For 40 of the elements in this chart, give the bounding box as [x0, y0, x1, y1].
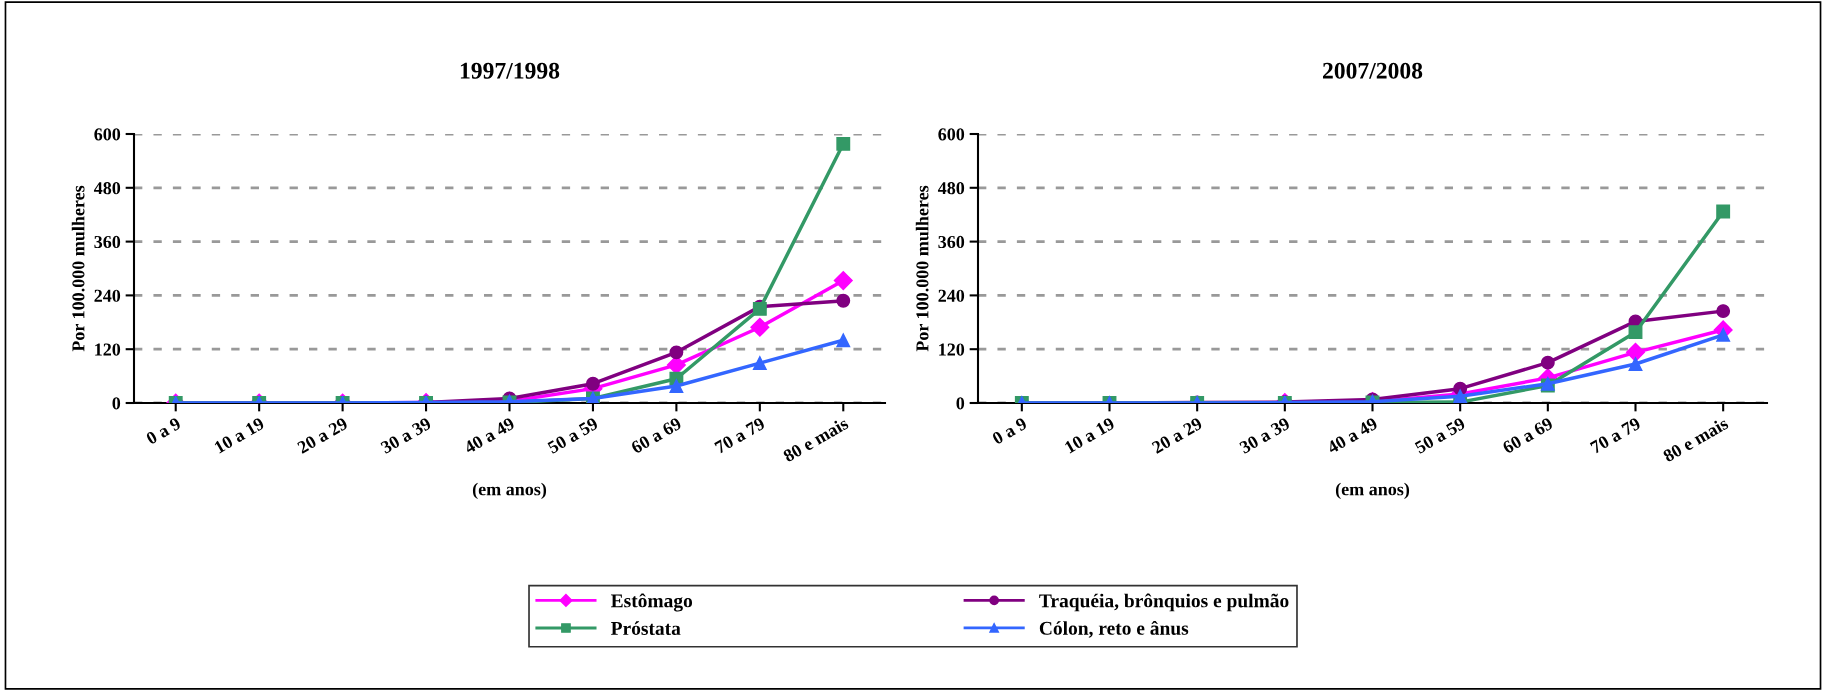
x-tick-label: 40 a 49 — [463, 416, 516, 455]
y-tick-label: 240 — [938, 289, 965, 302]
x-axis-title: (em anos) — [1335, 482, 1410, 500]
y-tick-label: 600 — [94, 128, 121, 141]
y-tick-label: 480 — [93, 182, 121, 195]
y-axis-title: Por 100.000 mulheres — [915, 185, 929, 352]
y-tick-label: 360 — [938, 235, 965, 249]
x-tick-label: 60 a 69 — [630, 416, 683, 454]
x-tick-label: 20 a 29 — [296, 416, 349, 454]
x-tick-label: 50 a 59 — [1414, 416, 1466, 454]
x-tick-label: 20 a 29 — [1151, 416, 1203, 454]
x-tick-label: 30 a 39 — [1238, 416, 1291, 454]
x-tick-label: 10 a 19 — [213, 416, 265, 454]
x-tick-label: 10 a 19 — [1064, 416, 1116, 454]
y-tick-label: 120 — [95, 343, 121, 356]
legend-label: Cólon, reto e ânus — [1039, 620, 1189, 638]
chart-title: 1997/1998 — [460, 62, 560, 79]
legend-label: Próstata — [611, 621, 681, 635]
x-tick-label: 60 a 69 — [1501, 416, 1554, 454]
x-tick-label: 0 a 9 — [145, 416, 182, 445]
x-tick-label: 0 a 9 — [991, 416, 1028, 445]
y-tick-label: 360 — [94, 235, 121, 249]
y-tick-label: 0 — [956, 397, 965, 410]
x-tick-label: 30 a 39 — [380, 416, 432, 454]
x-axis-title: (em anos) — [472, 482, 547, 500]
y-tick-label: 240 — [94, 289, 121, 302]
x-tick-label: 40 a 49 — [1326, 416, 1379, 455]
y-tick-label: 480 — [937, 182, 965, 195]
y-tick-label: 120 — [939, 343, 965, 356]
x-tick-label: 80 e mais — [782, 416, 850, 463]
x-tick-label: 70 a 79 — [1589, 416, 1642, 454]
x-tick-label: 70 a 79 — [714, 416, 766, 454]
legend-label: Estômago — [611, 593, 693, 612]
chart-title: 2007/2008 — [1322, 62, 1423, 79]
y-axis-title: Por 100.000 mulheres — [71, 185, 85, 352]
x-tick-label: 50 a 59 — [546, 416, 599, 454]
y-tick-label: 600 — [938, 128, 965, 141]
y-tick-label: 0 — [112, 397, 121, 410]
x-tick-label: 80 e mais — [1662, 416, 1730, 463]
legend-label: Traquéia, brônquios e pulmão — [1039, 593, 1289, 612]
